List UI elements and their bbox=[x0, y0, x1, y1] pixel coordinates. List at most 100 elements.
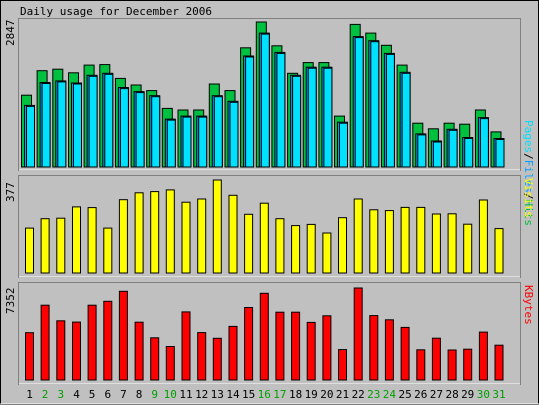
kbytes-bar bbox=[338, 349, 347, 381]
kbytes-bar bbox=[165, 346, 175, 381]
pages-bar bbox=[229, 101, 239, 168]
visits-bar bbox=[165, 189, 175, 274]
kbytes-bar bbox=[322, 315, 332, 381]
hits-ymax-label: 2847 bbox=[4, 20, 17, 47]
chart-title: Daily usage for December 2006 bbox=[20, 5, 212, 18]
day-label: 10 bbox=[164, 388, 177, 401]
kbytes-bar bbox=[478, 331, 488, 381]
pages-bar bbox=[198, 116, 208, 168]
visits-bar bbox=[87, 207, 97, 274]
kbytes-bar bbox=[40, 304, 50, 381]
pages-bar bbox=[26, 105, 35, 168]
pages-bar bbox=[432, 141, 442, 168]
visits-bar bbox=[275, 218, 285, 274]
kbytes-bar bbox=[275, 311, 285, 381]
kbytes-ymax-label: 7352 bbox=[4, 288, 17, 315]
kbytes-bar bbox=[400, 326, 410, 381]
visits-legend: Visits bbox=[522, 178, 535, 218]
kbytes-bar bbox=[56, 320, 66, 381]
day-label: 27 bbox=[430, 388, 443, 401]
pages-bar bbox=[370, 41, 380, 168]
pages-bar bbox=[339, 122, 348, 168]
visits-bar bbox=[431, 213, 441, 274]
pages-bar bbox=[307, 67, 317, 168]
visits-bar bbox=[400, 206, 410, 274]
pages-bar bbox=[245, 56, 255, 168]
day-label: 1 bbox=[26, 388, 33, 401]
kbytes-bar bbox=[259, 292, 269, 381]
day-label: 23 bbox=[367, 388, 380, 401]
kbytes-bar bbox=[463, 348, 473, 381]
day-label: 26 bbox=[414, 388, 427, 401]
day-label: 4 bbox=[73, 388, 80, 401]
kbytes-bar bbox=[25, 332, 34, 381]
kbytes-bar bbox=[134, 321, 144, 381]
kbytes-bar bbox=[447, 349, 457, 381]
legend-hits: Hits bbox=[522, 200, 535, 227]
day-label: 30 bbox=[477, 388, 490, 401]
day-label: 22 bbox=[352, 388, 365, 401]
day-label: 17 bbox=[273, 388, 286, 401]
day-label: 28 bbox=[445, 388, 458, 401]
pages-bar bbox=[479, 118, 489, 168]
pages-bar bbox=[495, 139, 505, 168]
visits-bar bbox=[134, 192, 144, 274]
pages-bar bbox=[73, 83, 82, 168]
visits-bar bbox=[353, 198, 363, 274]
day-label: 21 bbox=[336, 388, 349, 401]
pages-bar bbox=[385, 53, 395, 168]
kbytes-bar bbox=[369, 315, 379, 381]
visits-bar bbox=[416, 206, 426, 274]
day-label: 18 bbox=[289, 388, 302, 401]
pages-bar bbox=[104, 73, 114, 168]
pages-bar bbox=[166, 119, 176, 168]
kbytes-bar bbox=[244, 307, 254, 381]
kbytes-bar bbox=[291, 311, 301, 381]
day-label: 25 bbox=[398, 388, 411, 401]
kbytes-bar bbox=[212, 337, 222, 381]
kbytes-bar bbox=[103, 300, 113, 381]
pages-bar bbox=[448, 129, 458, 168]
kbytes-bar bbox=[197, 332, 207, 381]
kbytes-bar bbox=[353, 287, 363, 381]
visits-bar bbox=[494, 228, 504, 274]
pages-bar bbox=[417, 134, 427, 168]
day-label: 5 bbox=[89, 388, 96, 401]
visits-bar bbox=[384, 210, 394, 274]
kbytes-bar bbox=[416, 349, 426, 381]
pages-bar bbox=[119, 88, 129, 168]
day-label: 14 bbox=[226, 388, 240, 401]
kbytes-bar bbox=[384, 319, 394, 381]
day-label: 24 bbox=[383, 388, 397, 401]
day-label: 8 bbox=[136, 388, 143, 401]
kbytes-bar bbox=[150, 337, 160, 381]
visits-bar bbox=[56, 217, 66, 274]
pages-bar bbox=[151, 96, 161, 168]
legend-pages: Pages bbox=[522, 120, 535, 153]
legend-files: Files bbox=[522, 160, 535, 193]
pages-bar bbox=[354, 37, 364, 168]
pages-bar bbox=[323, 67, 333, 168]
pages-bar bbox=[213, 96, 223, 168]
kbytes-bar bbox=[228, 325, 238, 381]
day-label: 15 bbox=[242, 388, 255, 401]
day-label: 11 bbox=[179, 388, 192, 401]
visits-bar bbox=[40, 218, 50, 274]
visits-bar bbox=[197, 198, 207, 274]
day-label: 31 bbox=[492, 388, 505, 401]
pages-bar bbox=[88, 75, 98, 168]
day-label: 16 bbox=[258, 388, 271, 401]
pages-bar bbox=[57, 81, 67, 168]
visits-bar bbox=[338, 217, 347, 274]
day-label: 7 bbox=[120, 388, 127, 401]
visits-bar bbox=[103, 227, 113, 274]
visits-bar bbox=[322, 232, 332, 274]
visits-bar bbox=[447, 213, 457, 274]
kbytes-bar bbox=[431, 337, 441, 381]
legend-sep-1: / bbox=[522, 153, 535, 160]
visits-bar bbox=[259, 202, 269, 274]
kbytes-bar bbox=[494, 344, 504, 381]
day-label: 9 bbox=[151, 388, 158, 401]
visits-bar bbox=[369, 209, 379, 274]
